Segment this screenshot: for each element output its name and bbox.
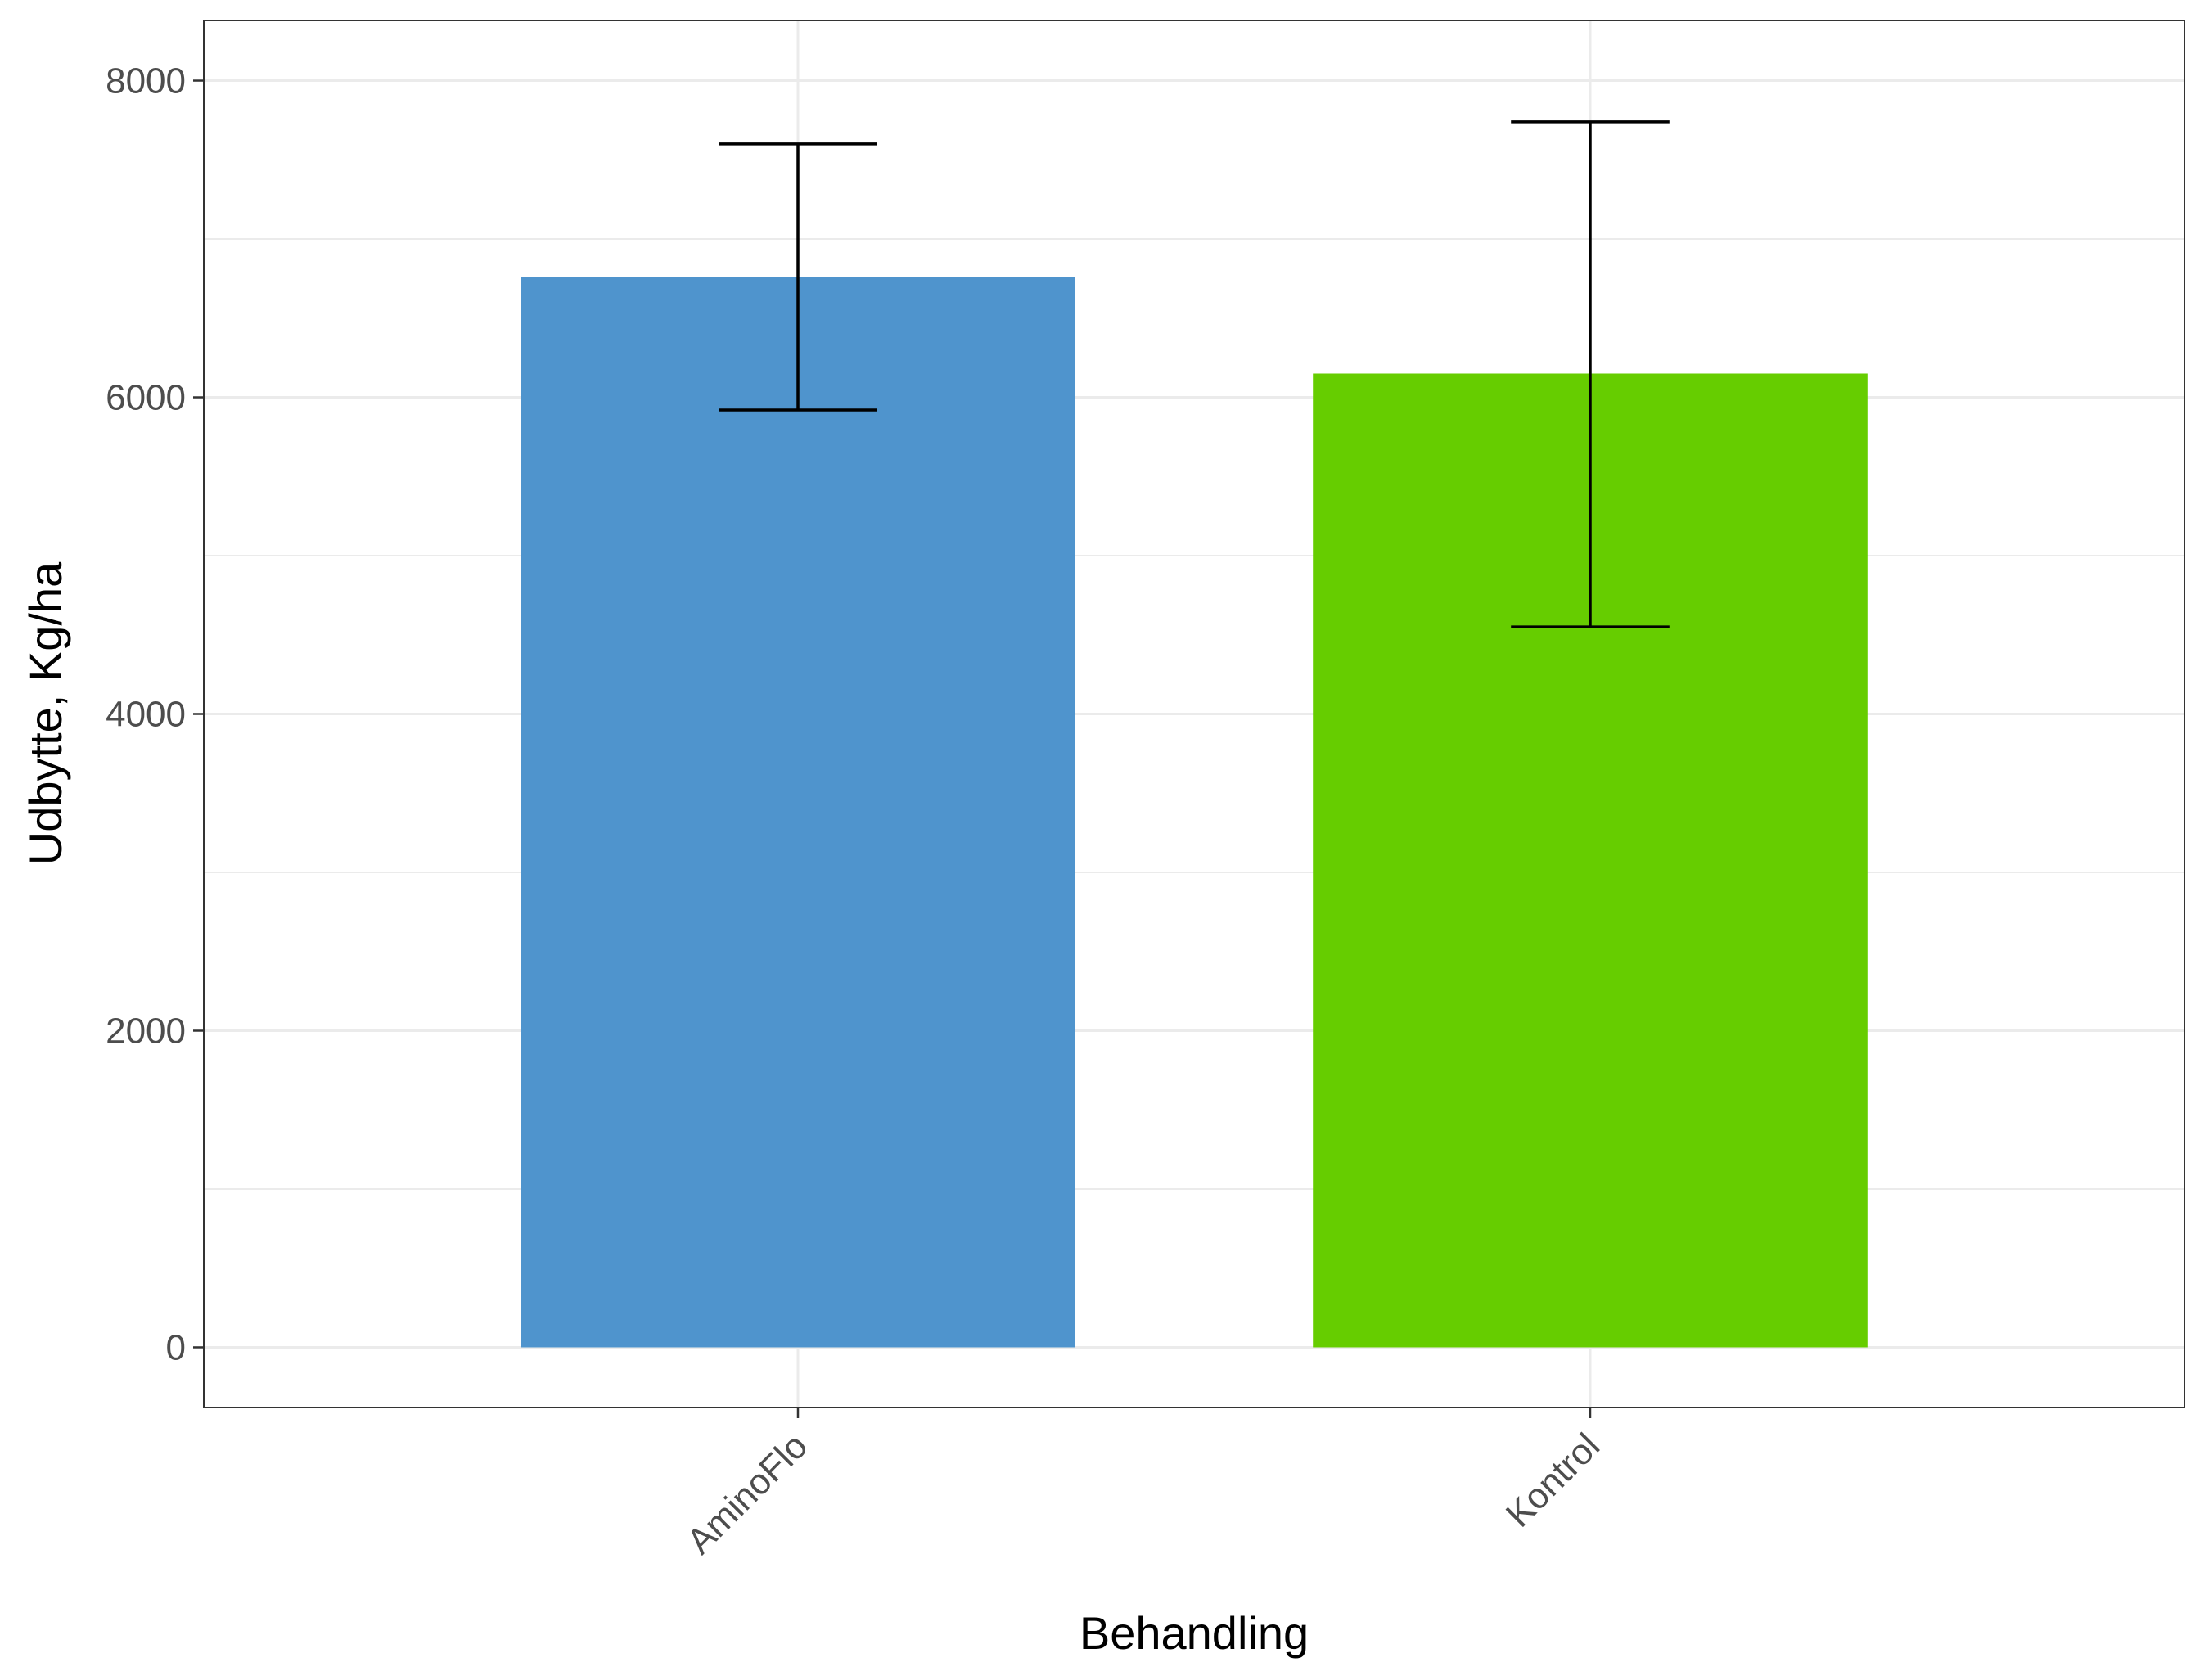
y-tick-label: 0 xyxy=(166,1327,186,1367)
y-tick-label: 6000 xyxy=(106,378,186,418)
y-axis-title: Udbytte, Kg/ha xyxy=(20,561,71,865)
y-tick-label: 8000 xyxy=(106,61,186,101)
y-axis: 0 2000 4000 6000 8000 xyxy=(106,61,204,1367)
bar-aminoflo xyxy=(521,277,1075,1348)
bars xyxy=(521,277,1868,1348)
y-tick-label: 2000 xyxy=(106,1011,186,1051)
error-bars xyxy=(719,120,1670,628)
y-tick-label: 4000 xyxy=(106,695,186,735)
x-axis-title: Behandling xyxy=(1079,1607,1309,1659)
